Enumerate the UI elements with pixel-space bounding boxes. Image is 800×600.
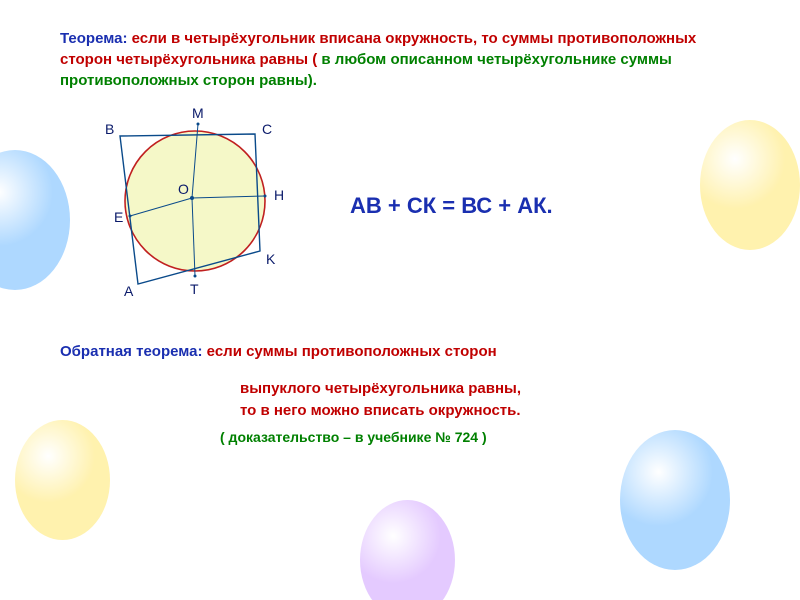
inverse-label: Обратная теорема: — [60, 343, 207, 360]
slide-content: Теорема: если в четырёхугольник вписана … — [0, 0, 800, 468]
theorem-paragraph: Теорема: если в четырёхугольник вписана … — [60, 28, 752, 91]
svg-text:H: H — [274, 187, 284, 203]
svg-text:E: E — [114, 209, 123, 225]
svg-text:C: C — [262, 121, 272, 137]
diagram-equation-row: B M C H K T A E O АВ + СК = ВС + АК. — [60, 101, 752, 311]
inverse-line3: то в него можно вписать окружность. — [240, 402, 521, 419]
inscribed-circle-diagram: B M C H K T A E O — [80, 101, 310, 311]
theorem-label: Теорема: — [60, 30, 132, 47]
inverse-line2: выпуклого четырёхугольника равны, — [240, 380, 521, 397]
inverse-theorem-block: Обратная теорема: если суммы противополо… — [60, 341, 752, 448]
equation-text: АВ + СК = ВС + АК. — [350, 193, 553, 219]
svg-text:K: K — [266, 251, 276, 267]
paren-close: ). — [308, 72, 317, 89]
proof-reference: ( доказательство – в учебнике № 724 ) — [60, 427, 752, 448]
svg-text:A: A — [124, 283, 134, 299]
inverse-line1: если суммы противоположных сторон — [207, 343, 497, 360]
svg-text:M: M — [192, 105, 204, 121]
svg-text:B: B — [105, 121, 114, 137]
svg-text:O: O — [178, 181, 189, 197]
svg-text:T: T — [190, 281, 199, 297]
